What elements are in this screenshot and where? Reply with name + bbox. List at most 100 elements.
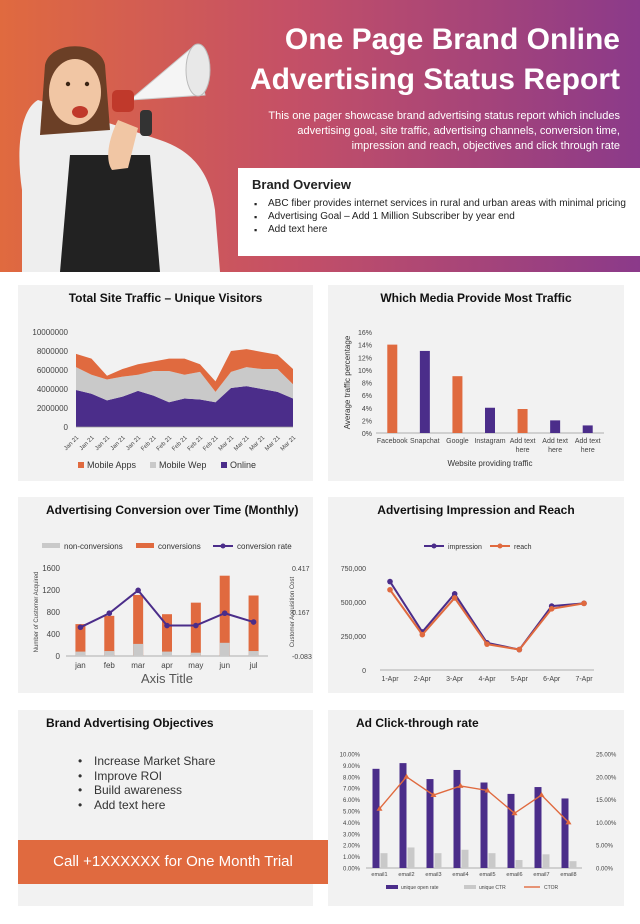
y-tick-label: 6000000 — [37, 366, 69, 375]
conversions-bar — [133, 594, 144, 656]
y-tick-label: 2.00% — [343, 844, 361, 850]
objective-item: Add text here — [78, 798, 215, 813]
x-tick-label: 5-Apr — [511, 676, 529, 683]
legend-label: unique CTR — [479, 885, 506, 891]
x-tick-label: here — [581, 447, 595, 454]
y2-tick-label: -0.083 — [292, 654, 312, 661]
area-series-online — [76, 386, 293, 427]
y-tick-label: 4% — [362, 406, 372, 413]
ctr-bar — [434, 853, 442, 868]
x-tick-label: Mar 21 — [280, 435, 298, 453]
y-tick-label: 0 — [56, 652, 61, 661]
y-tick-label: 10% — [358, 368, 372, 375]
x-tick-label: Jan 21 — [110, 435, 127, 452]
conversions-bar — [162, 614, 172, 656]
media-bar — [387, 344, 398, 433]
legend-swatch — [464, 885, 476, 889]
conversion-rate-point — [221, 610, 228, 617]
overview-item: ABC fiber provides internet services in … — [252, 198, 626, 210]
y-axis-title: Number of Customer Acquired — [34, 572, 40, 653]
y-tick-label: 8.00% — [343, 775, 361, 781]
reach-point — [484, 641, 490, 647]
x-tick-label: jul — [249, 661, 258, 670]
open-rate-bar — [453, 769, 461, 868]
y-tick-label: 9.00% — [343, 764, 361, 770]
reach-point — [419, 631, 426, 638]
conversion-rate-point — [164, 622, 170, 629]
reach-point — [581, 600, 587, 607]
objective-item: Improve ROI — [78, 769, 215, 784]
x-tick-label: email1 — [371, 872, 387, 878]
impression-line — [389, 581, 585, 651]
conversions-bar — [248, 595, 259, 656]
y2-tick-label: 20.00% — [596, 775, 617, 781]
y-tick-label: 2% — [362, 418, 372, 425]
y-tick-label: 800 — [47, 608, 61, 617]
y2-tick-label: 25.00% — [596, 753, 617, 759]
report-title: One Page Brand Online Advertising Status… — [249, 23, 620, 96]
x-tick-label: Feb 21 — [171, 435, 189, 453]
brand-overview-list: ABC fiber provides internet services in … — [252, 198, 626, 236]
y-tick-label: 5.00% — [343, 810, 361, 816]
y-tick-label: 4000000 — [37, 385, 69, 394]
legend-swatch — [497, 543, 503, 549]
ctor-point — [457, 782, 464, 788]
reach-point — [387, 586, 393, 593]
open-rate-bar — [426, 779, 434, 868]
x-tick-label: Instagram — [474, 438, 505, 445]
media-traffic-chart: 0% 2% 4% 6% 8% 10% 12% 14% 16% Facebook Snapchat Go… — [343, 330, 604, 468]
woman-megaphone-illustration — [19, 43, 220, 272]
y-tick-label: 1200 — [42, 586, 60, 595]
y2-tick-label: 0.00% — [596, 867, 614, 873]
ctr-bar — [407, 847, 415, 868]
ctor-point — [538, 792, 545, 798]
conversion-chart: non-conversions conversions conversion rat… — [34, 542, 312, 686]
ctor-point — [565, 819, 572, 825]
ctr-bar — [515, 860, 523, 868]
overview-item: Advertising Goal – Add 1 Million Subscri… — [252, 211, 626, 223]
open-rate-bar — [507, 793, 515, 868]
area-series-mobile-apps — [76, 349, 293, 392]
legend-label: conversion rate — [237, 542, 292, 551]
x-tick-label: Jan 21 — [94, 435, 111, 452]
legend-label: impression — [448, 544, 482, 551]
ctor-point — [484, 787, 491, 793]
legend-swatch — [386, 885, 398, 889]
ctor-point — [376, 805, 383, 811]
conversion-rate-point — [250, 619, 257, 625]
x-axis-title: Axis Title — [141, 671, 193, 686]
x-tick-label: 3-Apr — [446, 676, 464, 683]
y-tick-label: 2000000 — [37, 404, 69, 413]
legend-label: Mobile Apps — [87, 460, 137, 470]
x-tick-label: Jan 21 — [63, 435, 80, 452]
y-tick-label: 0 — [362, 668, 366, 675]
media-bar — [419, 350, 430, 433]
x-tick-label: email4 — [452, 872, 468, 878]
y-tick-label: 14% — [358, 343, 372, 350]
x-tick-label: mar — [131, 661, 145, 670]
y-tick-label: 250,000 — [341, 634, 366, 641]
y-tick-label: 7.00% — [343, 787, 361, 793]
ctr-bar — [380, 853, 388, 868]
x-tick-label: Mar 21 — [264, 435, 282, 453]
y-tick-label: 0 — [64, 423, 69, 432]
y-axis-title: Average traffic percentage — [343, 335, 352, 429]
objective-item: Increase Market Share — [78, 754, 215, 769]
y-tick-label: 10.00% — [340, 753, 361, 759]
legend-label: Mobile Wep — [159, 460, 206, 470]
x-axis-title: Website providing traffic — [447, 459, 532, 468]
trial-call-banner[interactable]: Call +1XXXXXX for One Month Trial — [18, 840, 328, 884]
media-bar — [485, 407, 495, 433]
x-tick-label: 7-Apr — [575, 676, 593, 683]
site-traffic-title: Total Site Traffic – Unique Visitors — [68, 291, 263, 305]
y-tick-label: 8000000 — [37, 347, 69, 356]
media-traffic-title: Which Media Provide Most Traffic — [380, 291, 572, 305]
media-bar — [452, 376, 463, 433]
non-conversions-bar — [133, 643, 144, 656]
ctr-title: Ad Click-through rate — [356, 716, 479, 730]
legend-label: non-conversions — [64, 542, 123, 551]
open-rate-bar — [534, 787, 542, 868]
x-tick-label: Google — [446, 438, 469, 445]
non-conversions-bar — [162, 651, 172, 656]
y2-tick-label: 15.00% — [596, 798, 617, 804]
